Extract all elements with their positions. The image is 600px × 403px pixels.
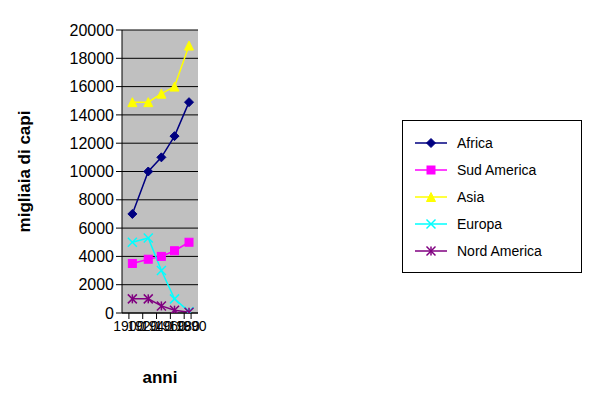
- svg-text:0: 0: [105, 305, 114, 322]
- svg-text:4000: 4000: [78, 248, 114, 265]
- svg-text:2000: 2000: [78, 276, 114, 293]
- html-text:Europa: Europa: [457, 215, 503, 232]
- html-text:Sud America: Sud America: [457, 161, 537, 178]
- html-text:Nord America: Nord America: [457, 242, 542, 259]
- svg-text:8000: 8000: [78, 191, 114, 208]
- svg-text:migliaia di capi: migliaia di capi: [15, 111, 34, 233]
- html-text:Africa: Africa: [457, 134, 493, 151]
- svg-text:18000: 18000: [70, 50, 115, 67]
- svg-text:14000: 14000: [70, 107, 115, 124]
- svg-text:6000: 6000: [78, 220, 114, 237]
- svg-text:anni: anni: [143, 368, 178, 387]
- svg-text:20000: 20000: [70, 22, 115, 39]
- svg-text:12000: 12000: [70, 135, 115, 152]
- svg-text:1990: 1990: [176, 318, 207, 334]
- svg-text:16000: 16000: [70, 78, 115, 95]
- svg-text:10000: 10000: [70, 163, 115, 180]
- html-text:Asia: Asia: [457, 188, 485, 205]
